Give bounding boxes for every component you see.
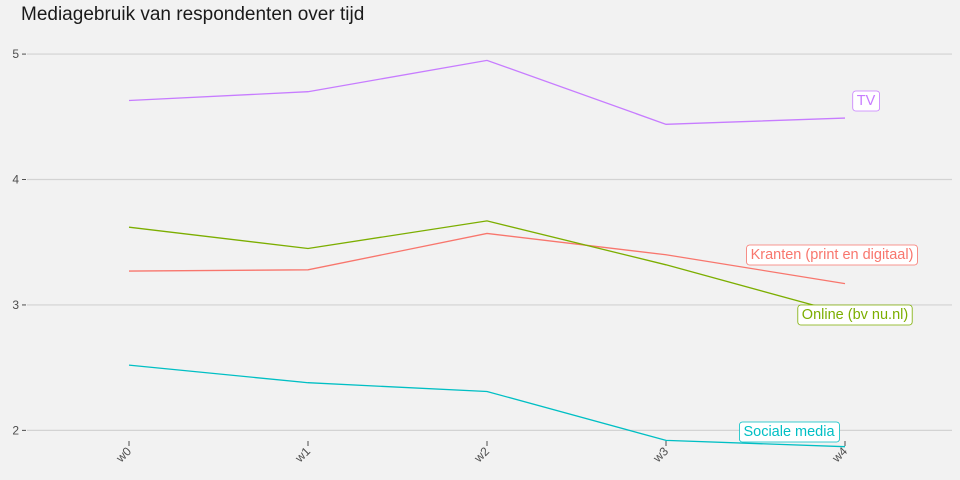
x-tick-label: w1	[292, 444, 314, 466]
x-tick-label: w4	[829, 444, 851, 466]
series-label-text: Sociale media	[743, 424, 835, 440]
series-line	[128, 220, 846, 315]
x-tick-label: w2	[471, 444, 493, 466]
series-label: Kranten (print en digitaal)	[746, 244, 918, 266]
gridlines	[27, 53, 952, 431]
series-line	[128, 232, 846, 285]
series-label-box	[797, 304, 913, 326]
y-tick-label: 4	[12, 173, 19, 187]
x-tick-label: w0	[113, 444, 135, 466]
series-label-box	[746, 244, 918, 266]
x-tick-label: w3	[650, 444, 672, 466]
series-label-box	[852, 90, 880, 112]
y-tick-label: 2	[12, 423, 19, 437]
series-lines	[128, 59, 846, 448]
series-label: Sociale media	[739, 421, 840, 443]
y-tick-label: 3	[12, 298, 19, 312]
chart-title: Mediagebruik van respondenten over tijd	[21, 4, 365, 25]
y-tick-label: 5	[12, 47, 19, 61]
series-label-text: Kranten (print en digitaal)	[751, 247, 914, 263]
axes: 2 3 4 5 w0 w1 w2 w3 w4	[12, 47, 850, 466]
series-line	[128, 59, 846, 125]
series-label: Online (bv nu.nl)	[797, 304, 913, 326]
series-label-box	[739, 421, 840, 443]
series-label: TV	[852, 90, 880, 112]
series-labels: TV Kranten (print en digitaal) Online (bv …	[739, 90, 918, 443]
series-label-text: Online (bv nu.nl)	[802, 307, 908, 323]
series-line	[128, 364, 846, 448]
series-label-text: TV	[857, 93, 876, 109]
